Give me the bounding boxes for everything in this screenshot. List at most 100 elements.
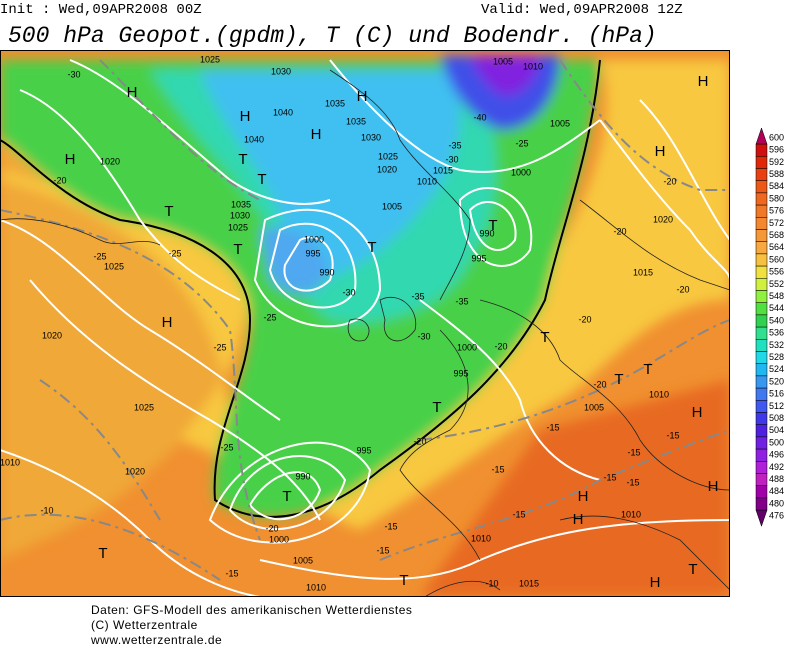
- contour-label: -35: [448, 140, 461, 150]
- colorbar-swatch: [755, 302, 768, 316]
- colorbar-label: 512: [769, 401, 784, 411]
- pressure-center: T: [367, 239, 376, 256]
- colorbar-label: 584: [769, 181, 784, 191]
- contour-label: 990: [295, 471, 310, 481]
- contour-label: 1000: [304, 234, 324, 244]
- contour-label: -10: [40, 505, 53, 515]
- colorbar-label: 592: [769, 157, 784, 167]
- contour-label: 1005: [493, 56, 513, 66]
- colorbar-swatch: [755, 497, 768, 511]
- contour-label: -15: [626, 477, 639, 487]
- pressure-center: H: [127, 84, 138, 101]
- colorbar-swatch: [755, 424, 768, 438]
- colorbar-swatch: [755, 217, 768, 230]
- contour-label: 1010: [417, 176, 437, 186]
- contour-label: 995: [305, 248, 320, 258]
- pressure-center: H: [240, 108, 251, 125]
- colorbar-swatch: [755, 461, 768, 474]
- contour-label: 1010: [306, 582, 326, 592]
- pressure-center: H: [357, 88, 368, 105]
- contour-label: 990: [479, 228, 494, 238]
- contour-label: -15: [666, 430, 679, 440]
- pressure-center: H: [65, 151, 76, 168]
- pressure-center: H: [655, 143, 666, 160]
- contour-label: 1025: [200, 54, 220, 64]
- contour-label: 1015: [633, 267, 653, 277]
- pressure-center: H: [698, 73, 709, 90]
- colorbar-swatch: [755, 485, 768, 499]
- contour-label: 990: [319, 267, 334, 277]
- contour-label: -15: [603, 472, 616, 482]
- pressure-center: T: [540, 329, 549, 346]
- pressure-center: T: [399, 572, 408, 589]
- contour-label: 1010: [649, 389, 669, 399]
- pressure-center: T: [688, 561, 697, 578]
- colorbar-label: 500: [769, 437, 784, 447]
- contour-label: -15: [546, 422, 559, 432]
- colorbar-swatch: [755, 339, 768, 352]
- contour-label: -15: [225, 568, 238, 578]
- colorbar-label: 540: [769, 315, 784, 325]
- colorbar-swatch: [755, 387, 768, 401]
- colorbar-swatch: [755, 473, 768, 486]
- contour-label: -35: [455, 296, 468, 306]
- colorbar-swatch: [755, 253, 768, 267]
- contour-label: 1015: [433, 165, 453, 175]
- pressure-center: H: [578, 488, 589, 505]
- contour-label: 1000: [457, 342, 477, 352]
- colorbar-label: 528: [769, 352, 784, 362]
- pressure-center: T: [257, 171, 266, 188]
- footer-copyright: (C) Wetterzentrale: [91, 618, 198, 632]
- contour-label: -15: [491, 464, 504, 474]
- colorbar-swatch: [755, 127, 768, 145]
- colorbar-swatch: [755, 168, 768, 181]
- colorbar-label: 568: [769, 230, 784, 240]
- contour-label: 1015: [519, 578, 539, 588]
- pressure-center: T: [164, 203, 173, 220]
- colorbar-swatch: [755, 143, 768, 157]
- contour-label: 1010: [523, 61, 543, 71]
- colorbar-label: 564: [769, 242, 784, 252]
- colorbar-swatch: [755, 448, 768, 462]
- colorbar-label: 536: [769, 328, 784, 338]
- colorbar-swatch: [755, 290, 768, 303]
- colorbar-swatch: [755, 156, 768, 169]
- contour-552: [0, 59, 601, 518]
- contour-label: -15: [512, 509, 525, 519]
- colorbar-label: 580: [769, 193, 784, 203]
- contour-label: 1020: [377, 164, 397, 174]
- colorbar-swatch: [755, 400, 768, 413]
- colorbar-swatch: [755, 278, 768, 291]
- colorbar-swatch: [755, 436, 768, 450]
- contour-label: 1020: [42, 330, 62, 340]
- contour-label: 995: [356, 445, 371, 455]
- contour-label: 1025: [134, 402, 154, 412]
- contour-label: -15: [376, 545, 389, 555]
- colorbar-label: 484: [769, 486, 784, 496]
- coastlines: [0, 69, 730, 597]
- colorbar-swatch: [755, 192, 768, 206]
- contour-label: -25: [93, 251, 106, 261]
- pressure-center: T: [643, 361, 652, 378]
- pressure-center: T: [233, 241, 242, 258]
- pressure-center: T: [614, 371, 623, 388]
- colorbar-label: 476: [769, 511, 784, 521]
- colorbar: 600 596 592 588 584 580 576 572 568 564 560 556 552 5…: [755, 127, 784, 527]
- map-title: 500 hPa Geopot.(gpdm), T (C) und Bodendr…: [8, 23, 657, 49]
- colorbar-label: 492: [769, 462, 784, 472]
- pressure-center: H: [650, 574, 661, 591]
- colorbar-swatch: [755, 180, 768, 194]
- colorbar-label: 556: [769, 267, 784, 277]
- colorbar-swatch: [755, 314, 768, 328]
- init-time: Init : Wed,09APR2008 00Z: [0, 2, 202, 18]
- colorbar-label: 488: [769, 474, 784, 484]
- contour-label: -30: [342, 287, 355, 297]
- pressure-center: T: [432, 399, 441, 416]
- contour-label: -25: [168, 248, 181, 258]
- pressure-center: H: [692, 404, 703, 421]
- colorbar-swatch: [755, 375, 768, 389]
- colorbar-label: 548: [769, 291, 784, 301]
- pressure-center: T: [488, 217, 497, 234]
